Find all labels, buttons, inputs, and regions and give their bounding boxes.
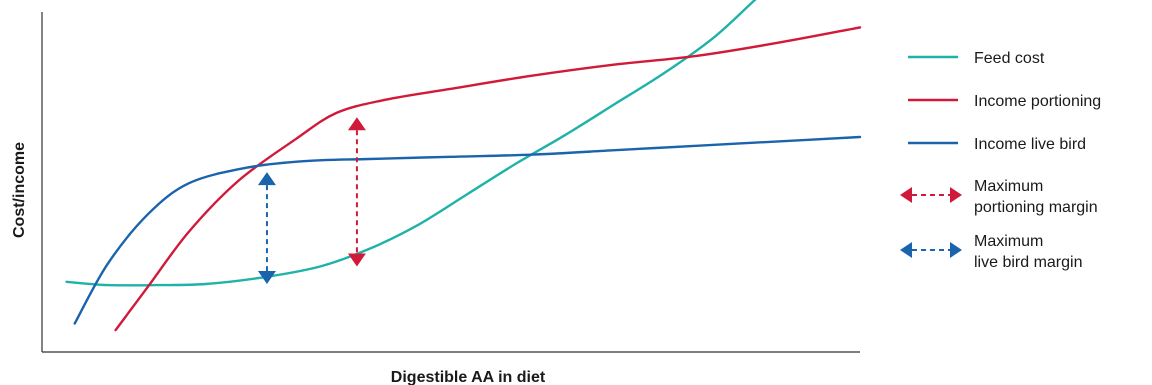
legend-label: live bird margin <box>974 254 1082 271</box>
legend-label: Feed cost <box>974 50 1045 67</box>
series-line-income-portioning <box>114 26 862 332</box>
legend-label: Maximum <box>974 233 1043 250</box>
annotation-maximum-portioning-margin-head-down <box>347 253 366 267</box>
legend-item-max-portioning-margin: Maximum portioning margin <box>900 178 1098 216</box>
legend-arrow-head-left <box>900 242 912 258</box>
legend-item-income-portioning: Income portioning <box>908 93 1101 110</box>
annotation-maximum-live-bird-margin-head-up <box>257 172 276 186</box>
legend: Feed cost Income portioning Income live bi… <box>900 50 1101 271</box>
y-axis-title: Cost/income <box>11 142 28 238</box>
legend-item-feed-cost: Feed cost <box>908 50 1045 67</box>
legend-item-income-live-bird: Income live bird <box>908 136 1086 153</box>
legend-label: Income live bird <box>974 136 1086 153</box>
series-line-income-live-bird <box>73 135 862 325</box>
annotation-layer <box>257 117 366 284</box>
series-layer <box>65 0 862 332</box>
legend-arrow-head-right <box>950 242 962 258</box>
legend-item-max-live-bird-margin: Maximum live bird margin <box>900 233 1082 271</box>
axes <box>41 12 860 353</box>
legend-label: Maximum <box>974 178 1043 195</box>
annotation-maximum-live-bird-margin-head-down <box>257 271 276 284</box>
legend-arrow-head-left <box>900 187 912 203</box>
legend-label: portioning margin <box>974 199 1098 216</box>
annotation-maximum-portioning-margin <box>347 117 366 267</box>
annotation-maximum-live-bird-margin <box>257 172 276 284</box>
series-line-feed-cost <box>65 0 757 287</box>
legend-arrow-head-right <box>950 187 962 203</box>
annotation-maximum-portioning-margin-head-up <box>347 117 366 131</box>
x-axis-title: Digestible AA in diet <box>391 369 546 385</box>
legend-label: Income portioning <box>974 93 1101 110</box>
